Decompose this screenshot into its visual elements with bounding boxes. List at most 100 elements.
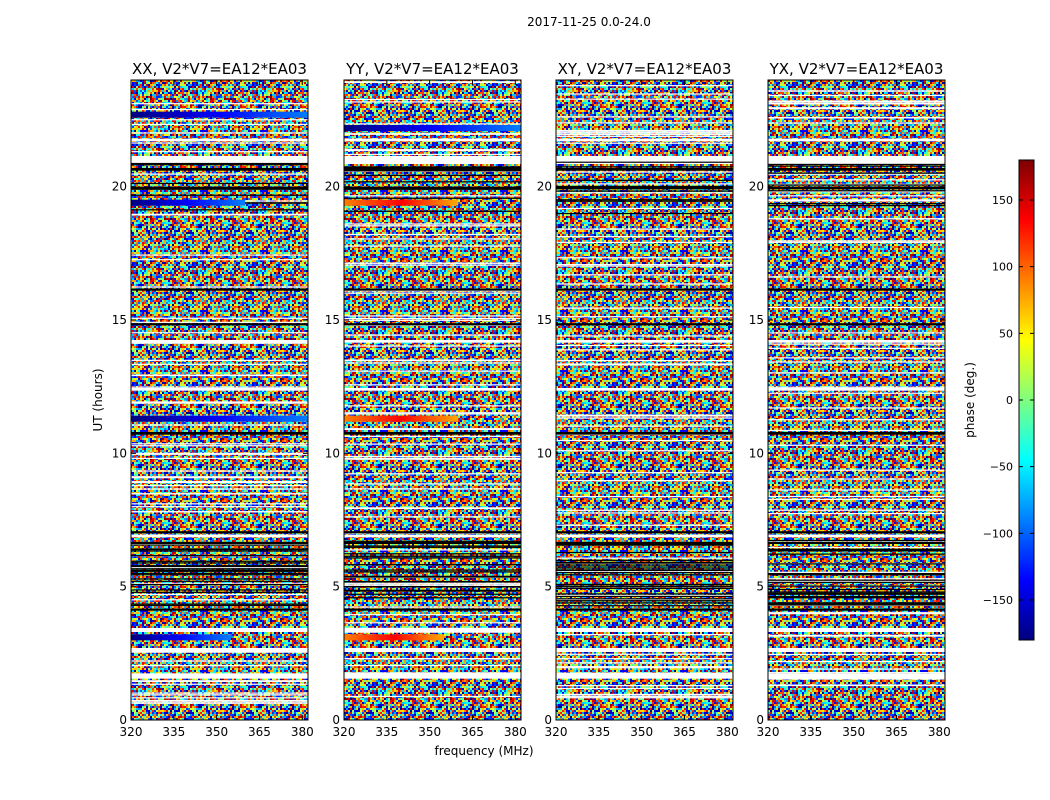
flagged-row xyxy=(556,648,733,652)
dark-row xyxy=(131,604,308,606)
dark-row xyxy=(344,540,521,542)
dark-row xyxy=(556,598,733,600)
gap-line xyxy=(768,347,945,349)
dark-row xyxy=(556,561,733,564)
gap-line xyxy=(131,443,308,445)
gap-line xyxy=(344,384,521,386)
gap-line xyxy=(131,702,308,704)
flagged-row xyxy=(344,138,521,142)
dark-row xyxy=(768,205,945,207)
flagged-row xyxy=(556,628,733,632)
gap-line xyxy=(344,223,521,225)
dark-row xyxy=(768,203,945,205)
gap-line xyxy=(768,218,945,220)
gap-line xyxy=(768,200,945,202)
dark-row xyxy=(556,593,733,595)
gap-line xyxy=(131,481,308,483)
gap-line xyxy=(556,171,733,173)
x-tick-label: 380 xyxy=(504,725,527,739)
flagged-row xyxy=(131,648,308,652)
dark-row xyxy=(131,580,308,582)
coherent-phase-band xyxy=(344,199,459,206)
dark-row xyxy=(768,288,945,291)
gap-line xyxy=(556,335,733,337)
gap-line xyxy=(131,457,308,459)
dark-row xyxy=(344,557,521,559)
x-tick-label: 335 xyxy=(162,725,185,739)
gap-line xyxy=(768,100,945,102)
gap-line xyxy=(131,511,308,513)
gap-line xyxy=(768,386,945,388)
flagged-row xyxy=(131,340,308,343)
y-tick-label: 5 xyxy=(332,580,340,594)
gap-line xyxy=(556,363,733,365)
phase-noise-field xyxy=(344,80,521,720)
coherent-phase-band xyxy=(344,125,521,131)
y-tick-label: 0 xyxy=(756,713,764,727)
y-tick-label: 5 xyxy=(119,580,127,594)
dark-row xyxy=(768,602,945,604)
dark-row xyxy=(768,165,945,167)
x-tick-label: 350 xyxy=(842,725,865,739)
dark-row xyxy=(556,605,733,607)
dark-row xyxy=(768,323,945,326)
dark-row xyxy=(556,563,733,565)
gap-line xyxy=(556,571,733,573)
flagged-row xyxy=(768,673,945,679)
gap-line xyxy=(556,283,733,285)
gap-line xyxy=(768,512,945,515)
dark-row xyxy=(768,574,945,576)
flagged-row xyxy=(344,388,521,391)
gap-line xyxy=(131,503,308,505)
gap-line xyxy=(556,133,733,136)
y-tick-label: 20 xyxy=(112,180,127,194)
y-tick-label: 10 xyxy=(325,446,340,460)
dark-row xyxy=(344,569,521,571)
gap-line xyxy=(344,245,521,247)
dark-row xyxy=(556,584,733,586)
dark-row xyxy=(768,588,945,591)
gap-line xyxy=(344,483,521,485)
gap-line xyxy=(556,359,733,362)
gap-line xyxy=(556,307,733,309)
gap-line xyxy=(556,472,733,474)
dark-row xyxy=(131,578,308,580)
figure-suptitle: 2017-11-25 0.0-24.0 xyxy=(527,15,651,29)
gap-line xyxy=(768,578,945,580)
dark-row xyxy=(556,212,733,215)
gap-line xyxy=(344,443,521,445)
dark-row xyxy=(556,559,733,561)
dark-row xyxy=(768,531,945,534)
gap-line xyxy=(768,306,945,309)
dark-row xyxy=(768,573,945,575)
panel-frame xyxy=(767,79,946,721)
gap-line xyxy=(131,254,308,256)
gap-line xyxy=(344,362,521,364)
gap-line xyxy=(131,119,308,121)
gap-line xyxy=(344,695,521,698)
gap-line xyxy=(768,429,945,432)
y-tick-label: 5 xyxy=(756,580,764,594)
dark-row xyxy=(344,597,521,599)
gap-line xyxy=(556,415,733,417)
gap-line xyxy=(556,132,733,134)
x-tick-label: 335 xyxy=(587,725,610,739)
dark-row xyxy=(344,432,521,435)
panels-group: XX, V2*V7=EA12*EA03 320 335 350 365 380 0 5 10 15… xyxy=(112,60,951,739)
gap-line xyxy=(344,292,521,294)
dark-row xyxy=(131,608,308,611)
gap-line xyxy=(344,149,521,151)
gap-line xyxy=(131,599,308,601)
x-tick-label: 365 xyxy=(461,725,484,739)
dark-row xyxy=(556,572,733,574)
gap-line xyxy=(768,546,945,549)
dark-row xyxy=(131,164,308,166)
dark-row xyxy=(344,546,521,548)
panel-2: YY, V2*V7=EA12*EA03 320 335 350 365 380 0 5 10 15… xyxy=(325,60,527,739)
gap-line xyxy=(131,567,308,569)
gap-line xyxy=(131,286,308,288)
gap-line xyxy=(768,407,945,409)
panel-frame xyxy=(130,79,309,721)
gap-line xyxy=(768,635,945,637)
gap-line xyxy=(344,238,521,240)
